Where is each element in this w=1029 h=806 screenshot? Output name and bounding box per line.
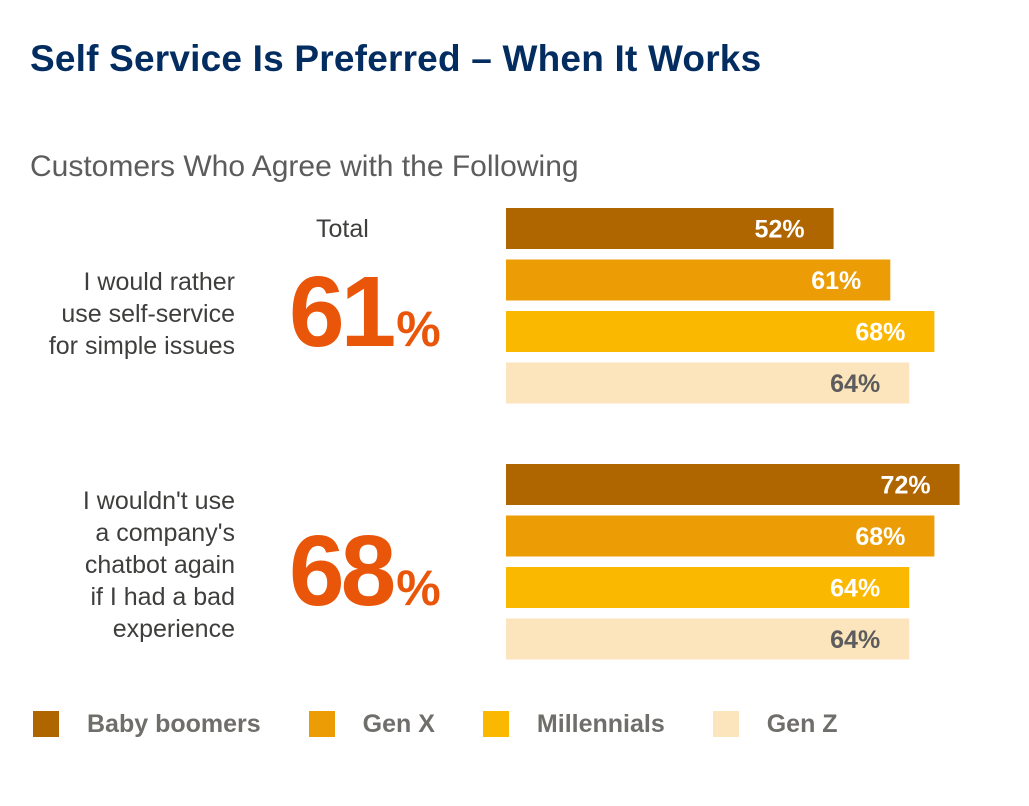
total-number: 61 xyxy=(289,256,396,368)
bar-gen-z xyxy=(506,362,910,404)
bar-gen-z xyxy=(506,618,910,660)
total-percent-sign: % xyxy=(396,301,441,357)
legend-swatch xyxy=(33,711,59,737)
bar-baby-boomers xyxy=(506,464,960,505)
group-label-line: for simple issues xyxy=(48,332,235,360)
bar-value-label: 68% xyxy=(855,319,905,347)
legend: Baby boomers Gen X Millennials Gen Z xyxy=(33,706,886,742)
group-label-line: experience xyxy=(112,615,235,643)
bar-value-label: 64% xyxy=(830,370,880,398)
bar-millennials xyxy=(506,567,910,608)
bar-value-label: 64% xyxy=(830,575,880,603)
bar-millennials xyxy=(506,311,935,352)
bar-gen-x xyxy=(506,259,891,301)
bar-value-label: 61% xyxy=(811,267,861,295)
legend-swatch xyxy=(308,711,335,737)
legend-swatch xyxy=(482,711,509,737)
bar-value-label: 64% xyxy=(830,626,880,654)
legend-label: Gen X xyxy=(362,709,435,738)
legend-item-baby-boomers: Baby boomers xyxy=(33,710,261,739)
group-label-line: use self-service xyxy=(61,300,235,328)
total-percent-sign: % xyxy=(396,560,441,616)
total-number: 68 xyxy=(289,515,396,627)
chart-subtitle: Customers Who Agree with the Following xyxy=(30,150,579,183)
bar-value-label: 68% xyxy=(855,523,905,551)
bar-value-label: 72% xyxy=(881,472,931,500)
group-label-line: chatbot again xyxy=(84,551,235,579)
bar-baby-boomers xyxy=(506,208,834,249)
group-label-line: a company's xyxy=(95,519,235,547)
legend-label: Gen Z xyxy=(766,709,838,738)
bar-value-label: 52% xyxy=(755,216,805,244)
group-label-line: I wouldn't use xyxy=(82,487,235,515)
total-header: Total xyxy=(316,215,369,243)
legend-swatch xyxy=(712,711,739,737)
legend-item-millennials: Millennials xyxy=(482,709,665,739)
total-value-self-service: 61% xyxy=(289,262,441,362)
total-value-chatbot: 68% xyxy=(289,521,441,621)
group-label-line: I would rather xyxy=(83,268,235,296)
legend-label: Millennials xyxy=(536,709,665,738)
group-label-self-service: I would rather use self-service for simp… xyxy=(49,266,235,362)
legend-item-gen-x: Gen X xyxy=(308,709,435,739)
group-label-chatbot: I wouldn't use a company's chatbot again… xyxy=(83,485,235,645)
legend-label: Baby boomers xyxy=(87,709,261,738)
chart-title: Self Service Is Preferred – When It Work… xyxy=(30,38,762,79)
bar-gen-x xyxy=(506,515,935,557)
legend-item-gen-z: Gen Z xyxy=(712,709,838,739)
group-label-line: if I had a bad xyxy=(90,583,235,611)
